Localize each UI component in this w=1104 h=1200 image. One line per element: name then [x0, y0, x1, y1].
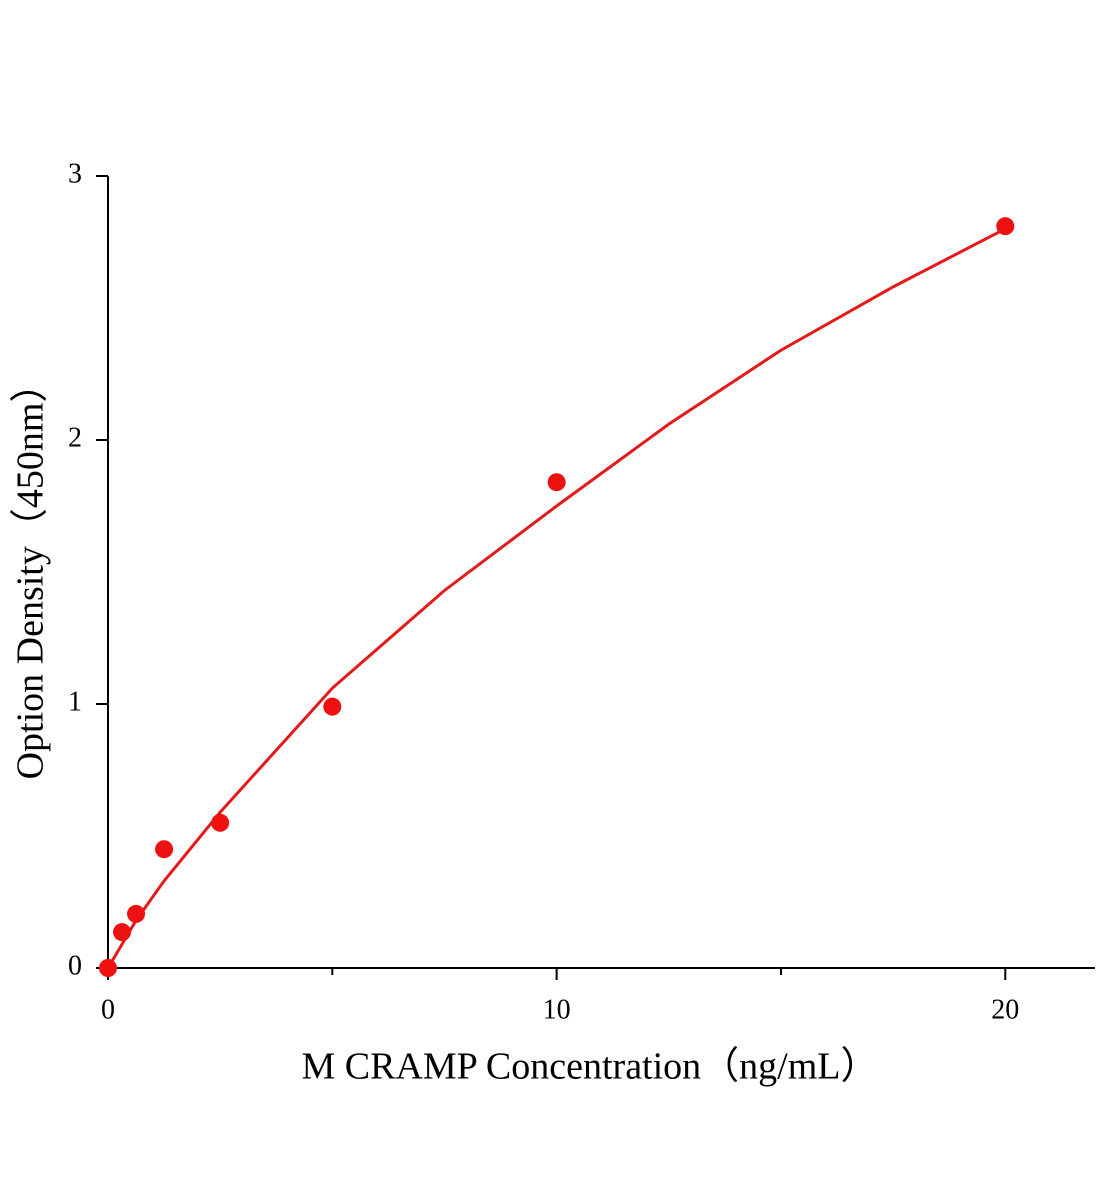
x-tick-label: 0	[101, 994, 115, 1025]
data-point	[155, 840, 174, 859]
x-tick-label: 20	[991, 994, 1019, 1025]
fit-curve	[106, 227, 1006, 969]
x-tick-label: 10	[543, 994, 571, 1025]
y-tick-label: 2	[68, 422, 82, 453]
data-point	[547, 473, 566, 492]
data-point	[127, 904, 146, 923]
data-point	[323, 697, 342, 716]
y-tick-label: 0	[68, 950, 82, 981]
data-point	[211, 813, 230, 832]
data-point	[996, 217, 1015, 236]
data-point	[99, 959, 117, 977]
y-tick-label: 1	[68, 686, 82, 717]
y-tick-label: 3	[68, 158, 82, 189]
y-axis-title: Option Density（450nm）	[10, 365, 52, 780]
data-point	[113, 923, 132, 942]
x-axis-title: M CRAMP Concentration（ng/mL）	[301, 1046, 878, 1088]
